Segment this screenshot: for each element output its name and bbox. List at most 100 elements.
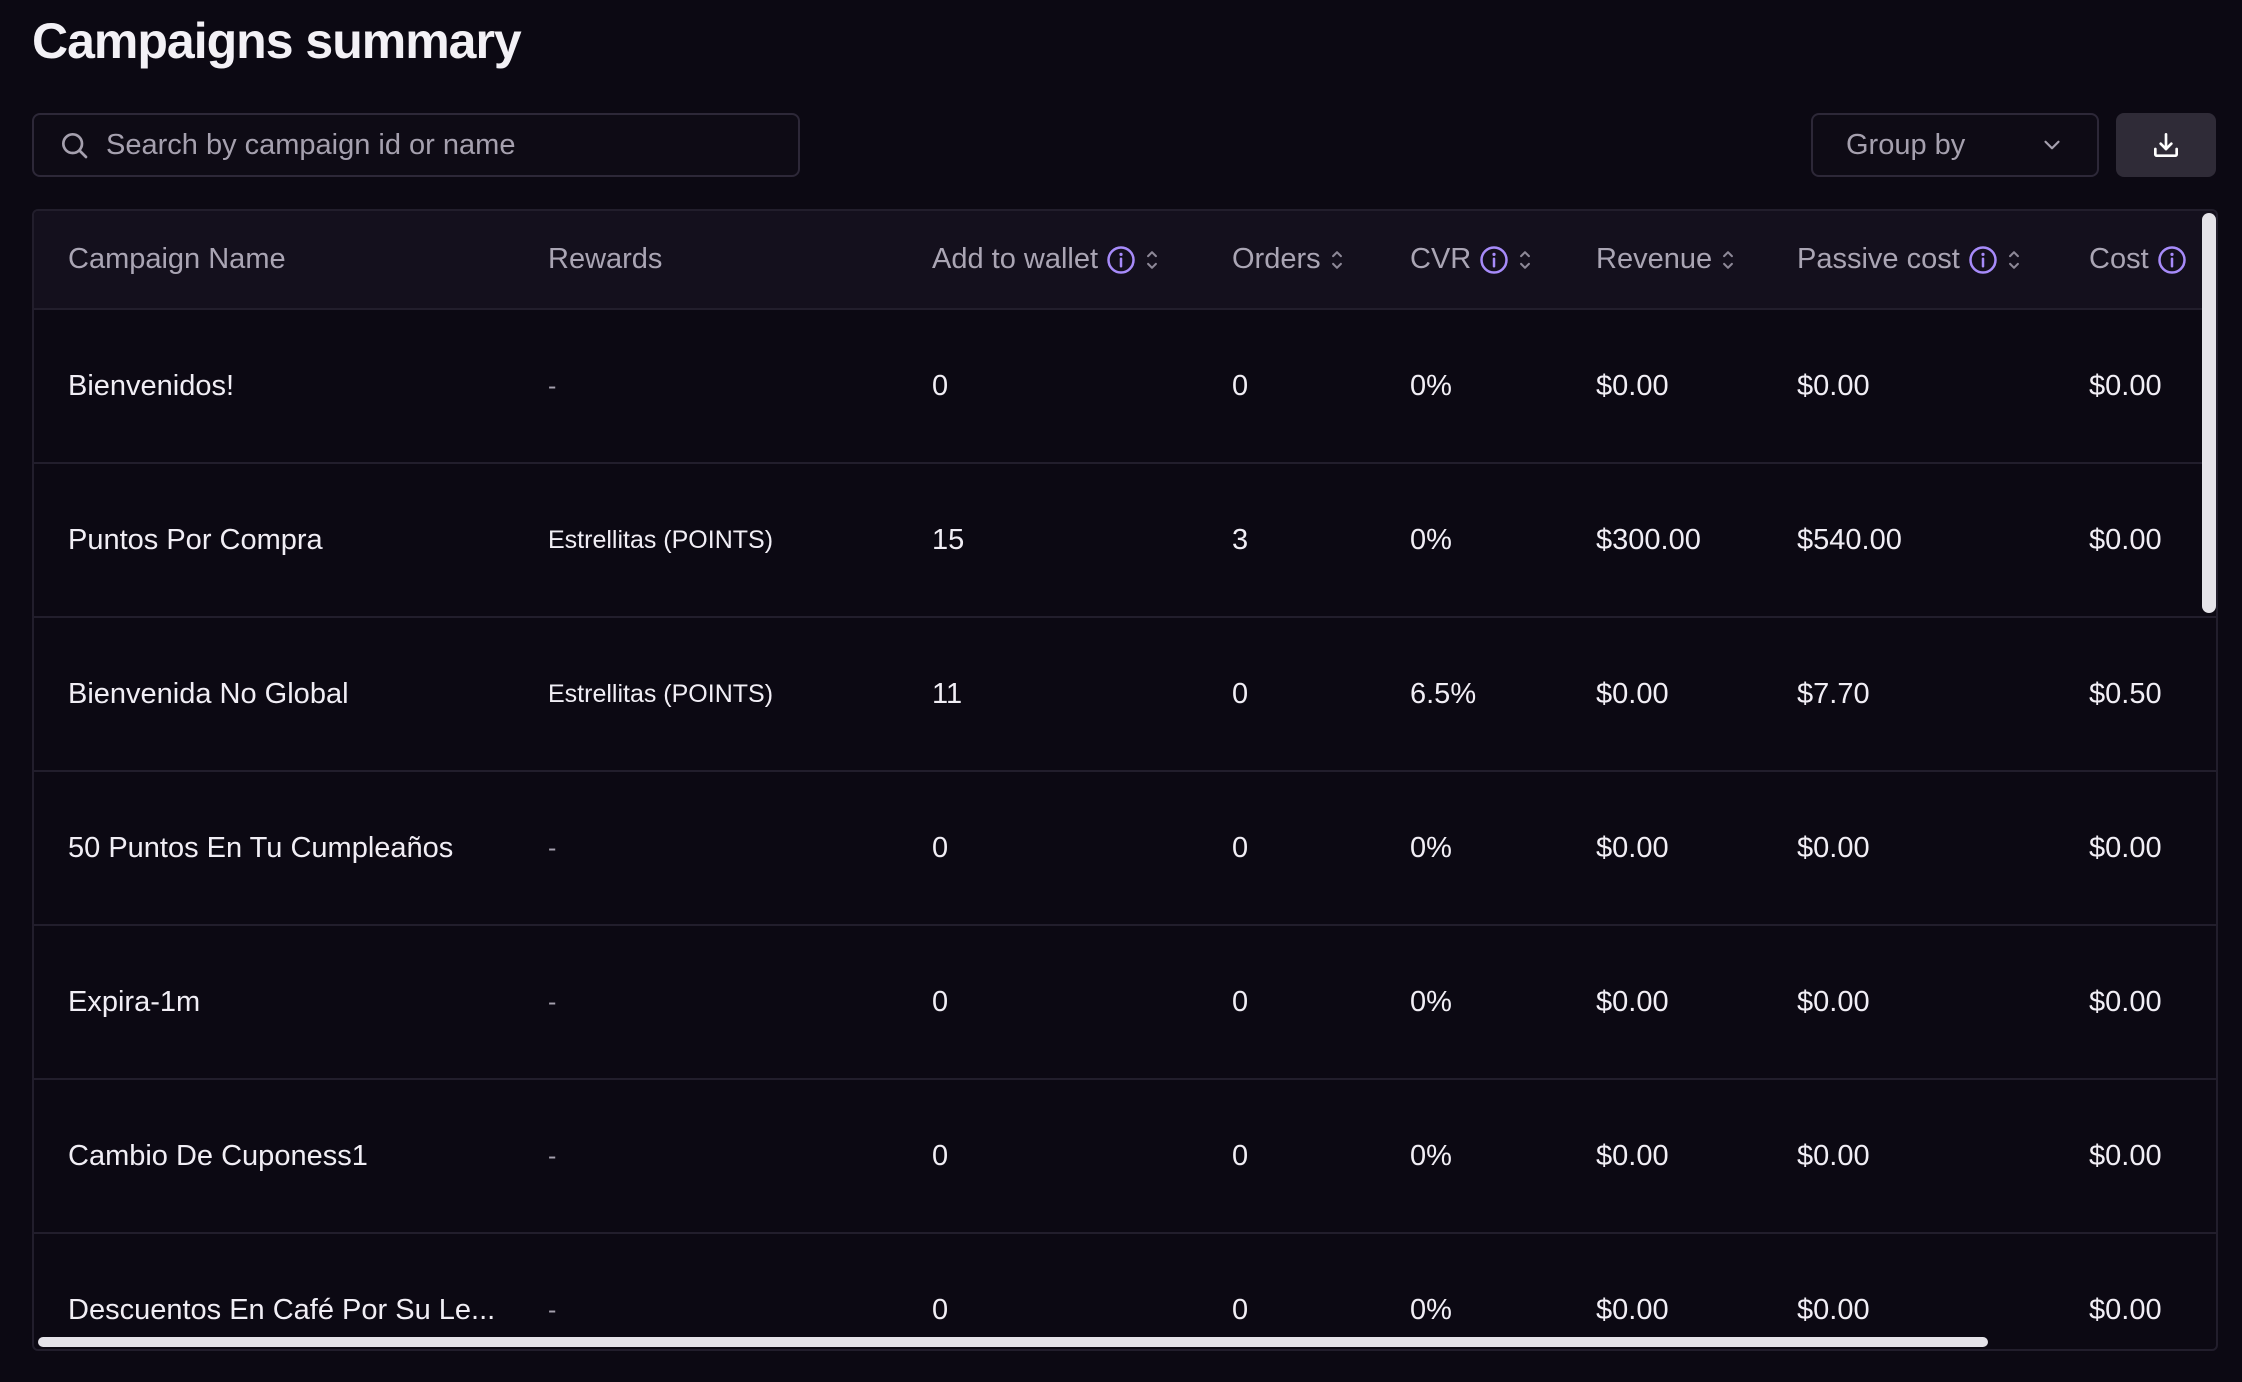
cell-cost: $0.00 [2089, 831, 2162, 864]
cell-revenue: $0.00 [1596, 831, 1669, 864]
cell-cvr: 6.5% [1410, 677, 1477, 710]
table-row[interactable]: Descuentos En Café Por Su Le... - 0 0 0% $0.0… [34, 1234, 2216, 1349]
cell-orders: 0 [1232, 1293, 1249, 1326]
cell-passive-cost: $540.00 [1797, 523, 1902, 556]
cell-cost: $0.00 [2089, 523, 2162, 556]
sort-icon[interactable] [1517, 247, 1533, 273]
cell-name: Expira-1m [68, 985, 201, 1018]
table-row[interactable]: 50 Puntos En Tu Cumpleaños - 0 0 0% $0.00 $0.0… [34, 772, 2216, 926]
column-header-label: Revenue [1596, 243, 1713, 275]
cell-revenue: $0.00 [1596, 677, 1669, 710]
cell-revenue: $0.00 [1596, 1293, 1669, 1326]
search-input[interactable] [106, 115, 798, 175]
cell-orders: 0 [1232, 369, 1249, 402]
cell-add-to-wallet: 0 [932, 985, 949, 1018]
column-header-passive-cost[interactable]: Passive cost [1797, 211, 2022, 308]
cell-name: 50 Puntos En Tu Cumpleaños [68, 831, 454, 864]
chevron-down-icon [2044, 140, 2060, 150]
column-header-label: CVR [1410, 243, 1472, 275]
sort-icon[interactable] [1329, 247, 1345, 273]
cell-name: Bienvenidos! [68, 369, 235, 402]
column-header-label: Orders [1232, 243, 1321, 275]
cell-cost: $0.50 [2089, 677, 2162, 710]
cell-rewards: - [548, 987, 557, 1016]
cell-orders: 0 [1232, 831, 1249, 864]
cell-cvr: 0% [1410, 1139, 1452, 1172]
cell-revenue: $300.00 [1596, 523, 1701, 556]
horizontal-scrollbar[interactable] [38, 1337, 1988, 1347]
search-icon [62, 133, 88, 159]
cell-rewards: - [548, 833, 557, 862]
cell-passive-cost: $0.00 [1797, 369, 1870, 402]
sort-icon[interactable] [2006, 247, 2022, 273]
cell-add-to-wallet: 0 [932, 831, 949, 864]
vertical-scrollbar[interactable] [2202, 213, 2216, 613]
cell-cvr: 0% [1410, 523, 1452, 556]
cell-add-to-wallet: 0 [932, 369, 949, 402]
cell-orders: 3 [1232, 523, 1249, 556]
sort-icon[interactable] [1720, 247, 1736, 273]
table-header: Campaign Name Rewards Add to wallet Orders C… [34, 211, 2216, 310]
column-header-name: Campaign Name [68, 211, 286, 308]
cell-add-to-wallet: 0 [932, 1139, 949, 1172]
cell-rewards: Estrellitas (POINTS) [548, 679, 774, 708]
download-icon [2154, 133, 2178, 157]
group-by-select[interactable]: Group by [1811, 113, 2099, 177]
cell-cost: $0.00 [2089, 1293, 2162, 1326]
column-header-label: Rewards [548, 243, 663, 275]
cell-add-to-wallet: 0 [932, 1293, 949, 1326]
cell-add-to-wallet: 15 [932, 523, 965, 556]
horizontal-scroll-track [34, 1337, 2216, 1349]
search-box[interactable] [32, 113, 800, 177]
sort-icon[interactable] [1144, 247, 1160, 273]
cell-cvr: 0% [1410, 831, 1452, 864]
cell-cost: $0.00 [2089, 369, 2162, 402]
cell-orders: 0 [1232, 677, 1249, 710]
column-header-rewards: Rewards [548, 211, 662, 308]
column-header-cvr[interactable]: CVR [1410, 211, 1533, 308]
column-header-cost: Cost [2089, 211, 2187, 308]
cell-passive-cost: $0.00 [1797, 1139, 1870, 1172]
cell-passive-cost: $0.00 [1797, 1293, 1870, 1326]
cell-cvr: 0% [1410, 1293, 1452, 1326]
cell-name: Bienvenida No Global [68, 677, 349, 710]
cell-rewards: Estrellitas (POINTS) [548, 525, 774, 554]
info-icon[interactable] [2157, 245, 2187, 275]
cell-name: Puntos Por Compra [68, 523, 323, 556]
cell-revenue: $0.00 [1596, 1139, 1669, 1172]
info-icon[interactable] [1479, 245, 1509, 275]
cell-orders: 0 [1232, 1139, 1249, 1172]
cell-add-to-wallet: 11 [932, 677, 963, 710]
cell-rewards: - [548, 371, 557, 400]
info-icon[interactable] [1968, 245, 1998, 275]
table-row[interactable]: Bienvenida No Global Estrellitas (POINTS)… [34, 618, 2216, 772]
cell-cost: $0.00 [2089, 1139, 2162, 1172]
column-header-label: Cost [2089, 243, 2149, 275]
cell-cost: $0.00 [2089, 985, 2162, 1018]
campaigns-table: Campaign Name Rewards Add to wallet Orders C… [32, 209, 2218, 1351]
cell-rewards: - [548, 1141, 557, 1170]
table-row[interactable]: Bienvenidos! - 0 0 0% $0.00 $0.00 $0.00 [34, 310, 2216, 464]
group-by-label: Group by [1846, 128, 1966, 161]
cell-passive-cost: $7.70 [1797, 677, 1870, 710]
download-button[interactable] [2116, 113, 2216, 177]
column-header-label: Campaign Name [68, 243, 286, 275]
column-header-label: Passive cost [1797, 243, 1960, 275]
cell-passive-cost: $0.00 [1797, 831, 1870, 864]
column-header-revenue[interactable]: Revenue [1596, 211, 1736, 308]
cell-passive-cost: $0.00 [1797, 985, 1870, 1018]
page-title: Campaigns summary [32, 13, 522, 69]
cell-name: Descuentos En Café Por Su Le... [68, 1293, 496, 1326]
column-header-orders[interactable]: Orders [1232, 211, 1345, 308]
cell-cvr: 0% [1410, 369, 1452, 402]
table-row[interactable]: Cambio De Cuponess1 - 0 0 0% $0.00 $0.00 $0.00 [34, 1080, 2216, 1234]
column-header-add-to-wallet[interactable]: Add to wallet [932, 211, 1160, 308]
cell-orders: 0 [1232, 985, 1249, 1018]
cell-revenue: $0.00 [1596, 985, 1669, 1018]
column-header-label: Add to wallet [932, 243, 1099, 275]
table-row[interactable]: Puntos Por Compra Estrellitas (POINTS) 15 3… [34, 464, 2216, 618]
info-icon[interactable] [1106, 245, 1136, 275]
cell-name: Cambio De Cuponess1 [68, 1139, 368, 1172]
table-row[interactable]: Expira-1m - 0 0 0% $0.00 $0.00 $0.00 [34, 926, 2216, 1080]
